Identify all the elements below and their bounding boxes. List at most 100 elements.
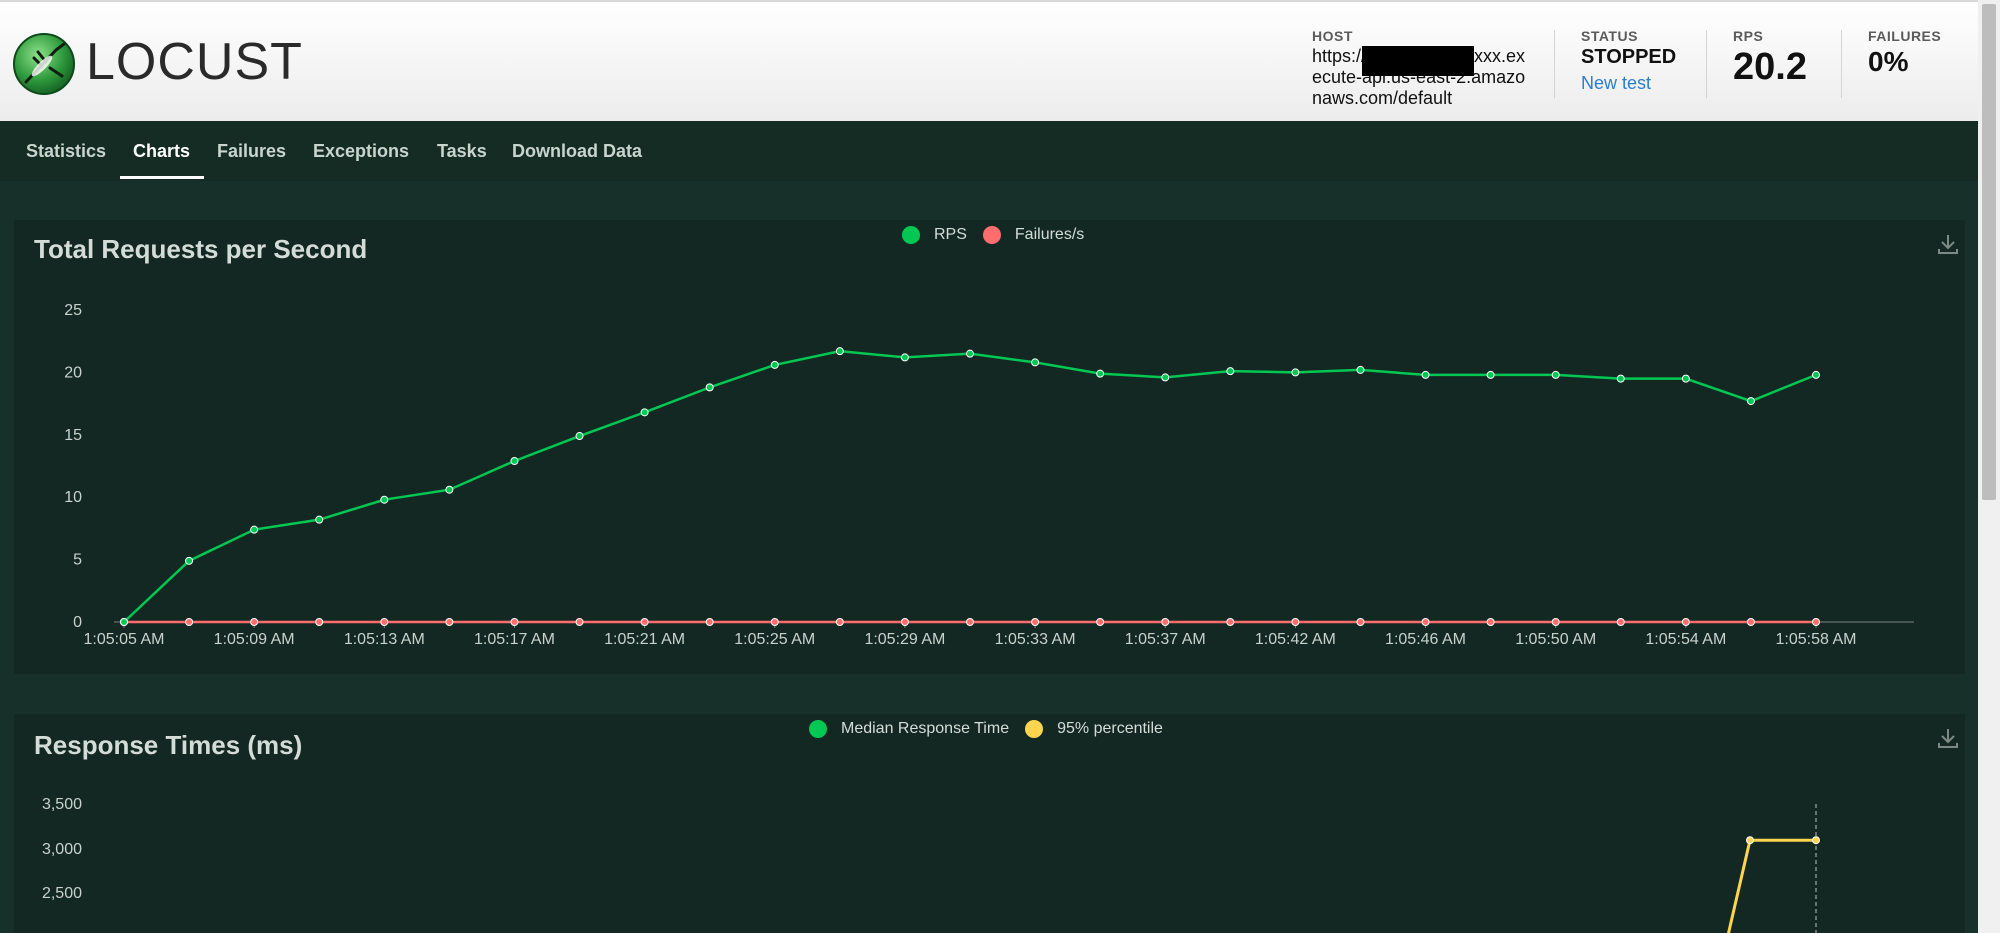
response-times-chart: 3,500 3,000 2,500 xyxy=(42,796,1820,933)
x-tick-label: 1:05:09 AM xyxy=(214,631,295,648)
tab-bar: Statistics Charts Failures Exceptions Ta… xyxy=(0,121,1978,181)
x-tick-label: 1:05:05 AM xyxy=(84,631,165,648)
status-label: STATUS xyxy=(1581,28,1638,44)
x-tick-label: 1:05:29 AM xyxy=(864,631,945,648)
host-block: HOST https://xxxxxxxxxxxxxxx.execute-api… xyxy=(1312,28,1526,109)
tab-exceptions[interactable]: Exceptions xyxy=(313,141,410,161)
x-tick-label: 1:05:42 AM xyxy=(1255,631,1336,648)
tab-failures[interactable]: Failures xyxy=(217,141,287,161)
rps-point xyxy=(510,457,519,466)
new-test-link[interactable]: New test xyxy=(1581,73,1652,93)
tab-download-data[interactable]: Download Data xyxy=(512,141,643,161)
rps-label: RPS xyxy=(1733,28,1764,44)
failures-point xyxy=(1161,618,1170,626)
failures-point xyxy=(250,618,259,626)
tab-tasks[interactable]: Tasks xyxy=(437,141,487,161)
rps-point xyxy=(1226,367,1235,376)
status-block: STATUS STOPPED New test xyxy=(1581,28,1676,94)
x-tick-label: 1:05:46 AM xyxy=(1385,631,1466,648)
rps-block: RPS 20.2 xyxy=(1733,28,1807,88)
failures-point xyxy=(835,618,844,626)
x-tick-label: 1:05:33 AM xyxy=(995,631,1076,648)
rps-chart: 0 5 10 15 20 25 1:05:05 AM 1:05:09 AM 1:05:13 AM… xyxy=(64,302,1914,648)
rps-point xyxy=(1681,374,1690,383)
rps-point xyxy=(1551,370,1560,379)
host-value: https://xxxxxxxxxxxxxxx.execute-api.us-e… xyxy=(1312,46,1526,108)
failures-point xyxy=(1226,618,1235,626)
rps-point xyxy=(315,515,324,524)
divider xyxy=(1554,30,1555,98)
failures-point xyxy=(770,618,779,626)
p95-point xyxy=(1812,836,1820,845)
failures-point xyxy=(1096,618,1105,626)
failures-block: FAILURES 0% xyxy=(1868,28,1941,78)
failures-point xyxy=(1031,618,1040,626)
failures-label: FAILURES xyxy=(1868,28,1942,44)
failures-point xyxy=(315,618,324,626)
y-tick-label: 3,000 xyxy=(42,841,82,858)
rps-point xyxy=(575,432,584,441)
vertical-scrollbar[interactable] xyxy=(1978,0,2000,933)
failures-point xyxy=(1486,618,1495,626)
legend-dot xyxy=(982,226,1001,244)
tab-statistics[interactable]: Statistics xyxy=(26,141,107,161)
rps-point xyxy=(1616,374,1625,383)
rps-point xyxy=(770,360,779,369)
failures-point xyxy=(445,618,454,626)
failures-point xyxy=(966,618,974,626)
x-tick-label: 1:05:13 AM xyxy=(344,631,425,648)
p95-point xyxy=(1746,836,1754,845)
response-times-panel: Response Times (ms) Median Response Time… xyxy=(14,714,1965,933)
legend-dot xyxy=(809,720,827,738)
rps-point xyxy=(1486,370,1495,379)
tab-charts[interactable]: Charts xyxy=(133,141,191,161)
chart-legend: RPS Failures/s xyxy=(902,226,1100,244)
y-tick-label: 10 xyxy=(64,489,82,506)
legend-item-median[interactable]: Median Response Time xyxy=(809,720,1009,738)
x-tick-label: 1:05:58 AM xyxy=(1776,631,1857,648)
failures-value: 0% xyxy=(1868,46,1909,77)
rps-point xyxy=(120,618,128,626)
failures-point xyxy=(1356,618,1365,626)
rps-point xyxy=(966,349,974,358)
y-tick-label: 2,500 xyxy=(42,885,82,902)
rps-point xyxy=(1096,369,1105,378)
rps-point xyxy=(1421,370,1430,379)
rps-point xyxy=(1031,358,1040,367)
y-tick-label: 5 xyxy=(73,552,82,569)
rps-value: 20.2 xyxy=(1733,46,1807,88)
legend-item-failures[interactable]: Failures/s xyxy=(982,226,1084,244)
rps-point xyxy=(1161,373,1170,382)
failures-point xyxy=(510,618,519,626)
rps-point xyxy=(835,347,844,356)
rps-series-line xyxy=(123,349,1817,623)
failures-point xyxy=(1746,618,1755,626)
top-header: LOCUST HOST https://xxxxxxxxxxxxxxx.exec… xyxy=(0,0,1978,121)
failures-point xyxy=(575,618,584,626)
failures-point xyxy=(640,618,649,626)
scroll-thumb[interactable] xyxy=(1982,4,1996,500)
active-tab-indicator xyxy=(120,176,204,179)
download-icon[interactable] xyxy=(1936,232,1960,256)
x-tick-label: 1:05:21 AM xyxy=(604,631,685,648)
failures-point xyxy=(1616,618,1625,626)
x-tick-label: 1:05:25 AM xyxy=(734,631,815,648)
legend-dot xyxy=(1025,720,1044,738)
locust-logo xyxy=(13,33,75,95)
y-tick-label: 25 xyxy=(64,302,82,319)
failures-point xyxy=(705,618,714,626)
download-icon[interactable] xyxy=(1936,726,1960,750)
rps-point xyxy=(1812,370,1820,379)
failures-point xyxy=(1421,618,1430,626)
rps-chart-panel: Total Requests per Second RPS Failures/s… xyxy=(14,220,1965,674)
failures-point xyxy=(1551,618,1560,626)
x-tick-label: 1:05:50 AM xyxy=(1515,631,1596,648)
y-tick-label: 3,500 xyxy=(42,796,82,813)
legend-item-rps[interactable]: RPS xyxy=(902,226,967,244)
failures-point xyxy=(1291,618,1300,626)
x-tick-label: 1:05:37 AM xyxy=(1125,631,1206,648)
x-tick-label: 1:05:54 AM xyxy=(1645,631,1726,648)
rps-point xyxy=(705,383,714,392)
legend-item-p95[interactable]: 95% percentile xyxy=(1025,720,1163,738)
legend-dot xyxy=(902,226,920,244)
